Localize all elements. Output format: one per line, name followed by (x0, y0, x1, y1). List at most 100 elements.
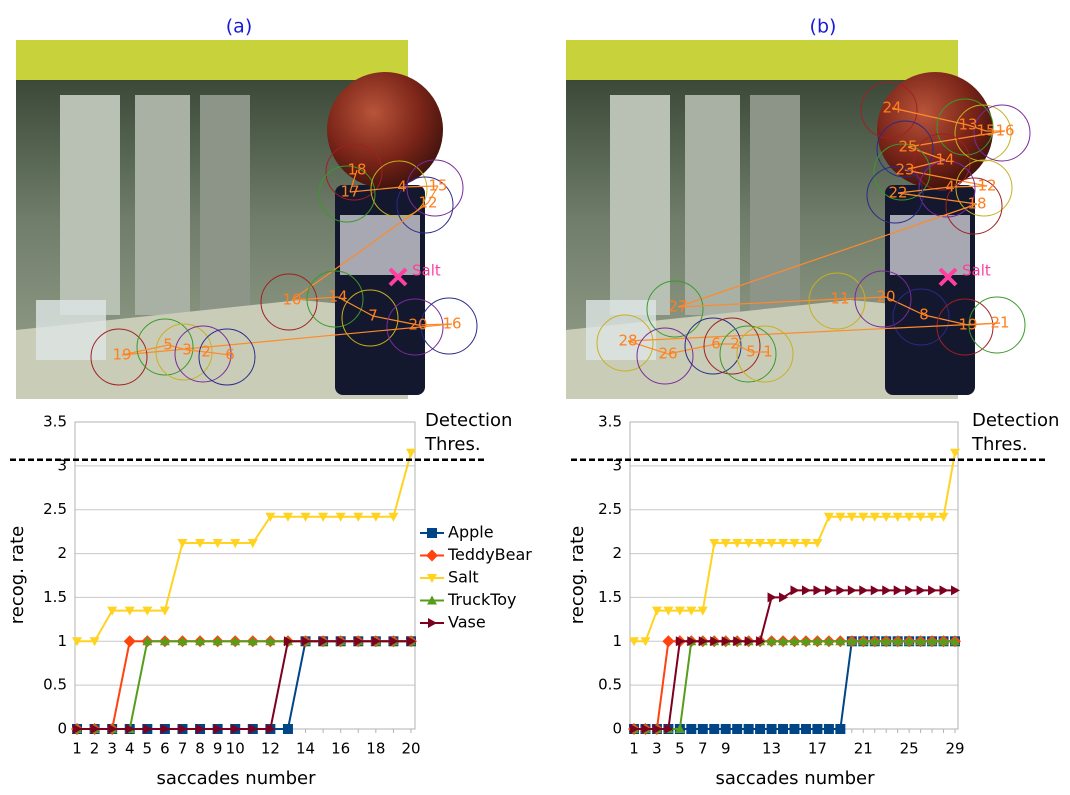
fixation-label: 2 (730, 335, 740, 353)
point (779, 592, 789, 603)
fixation-label: 19 (112, 346, 131, 364)
x-tick-label: 10 (226, 740, 245, 758)
point (698, 636, 708, 647)
point (651, 606, 662, 616)
point (881, 636, 892, 646)
point (177, 636, 188, 646)
saccade-line (897, 192, 978, 205)
point (663, 606, 674, 616)
saccade-line (291, 202, 429, 301)
point (756, 636, 766, 647)
fixation-circle (306, 270, 364, 328)
fixation-label: 10 (282, 291, 301, 309)
point (790, 585, 800, 596)
x-tick-label: 9 (213, 740, 223, 758)
point (835, 724, 846, 734)
series-line (77, 452, 412, 643)
x-tick-label: 5 (675, 740, 685, 758)
point (73, 724, 82, 734)
point (823, 512, 834, 522)
fixation-label: 1 (763, 343, 773, 361)
saccade-line (427, 185, 439, 204)
point (686, 606, 697, 616)
target-label: Salt (962, 262, 991, 280)
point (336, 636, 346, 647)
point (213, 724, 223, 734)
point (778, 539, 789, 549)
point (301, 636, 311, 647)
fixation-circle (386, 298, 444, 356)
threshold-label: Detection (972, 410, 1059, 431)
point (789, 539, 800, 549)
saccade-line (291, 296, 339, 301)
point (640, 637, 651, 647)
point (177, 539, 188, 549)
point (335, 512, 346, 522)
point (90, 724, 100, 734)
point (778, 724, 789, 734)
legend-label: TruckToy (447, 590, 517, 609)
fixation-label: 25 (898, 138, 917, 156)
point (950, 636, 960, 646)
saccade-line (904, 169, 988, 187)
point (300, 512, 311, 522)
fixation-label: 5 (746, 343, 756, 361)
point (353, 512, 364, 522)
x-tick-label: 25 (900, 740, 919, 758)
saccade-line (205, 351, 231, 356)
fixation-circle (325, 143, 383, 201)
saccade-line (121, 344, 169, 356)
point (143, 724, 153, 734)
x-tick-label: 7 (178, 740, 188, 758)
fixation-circle (876, 120, 934, 178)
point (858, 636, 869, 646)
x-axis-label: saccades number (715, 768, 875, 789)
point (196, 724, 206, 734)
point (212, 539, 223, 549)
point (905, 585, 915, 596)
fixation-label: 3 (182, 341, 192, 359)
saccade-line (897, 186, 951, 194)
point (939, 585, 949, 596)
point (630, 724, 639, 734)
x-tick-label: 20 (401, 740, 420, 758)
point (869, 512, 880, 522)
x-tick-label: 9 (721, 740, 731, 758)
saccade-line (627, 340, 669, 355)
y-tick-label: 1 (57, 632, 67, 650)
fixation-circle (684, 317, 742, 375)
fixation-circle (892, 288, 950, 346)
point (710, 636, 720, 647)
point (882, 585, 892, 596)
point (846, 512, 857, 522)
fixation-circle (174, 325, 232, 383)
point (950, 448, 960, 458)
point (160, 724, 170, 734)
point (662, 635, 675, 648)
point (778, 636, 789, 646)
x-tick-label: 4 (125, 740, 135, 758)
fixation-circle (913, 133, 971, 191)
fixation-label: 20 (408, 316, 427, 334)
y-axis-label: recog. rate (7, 526, 28, 624)
legend-marker (427, 574, 437, 583)
y-tick-label: 1 (612, 632, 622, 650)
legend-label: Salt (448, 568, 479, 587)
threshold-label: Detection (425, 410, 512, 431)
legend-label: Vase (448, 613, 486, 632)
point (812, 539, 823, 549)
fixation-circle (596, 314, 654, 372)
point (686, 724, 697, 734)
fixation-label: 16 (442, 315, 461, 333)
saccade-line (907, 130, 1006, 148)
x-tick-label: 3 (652, 740, 662, 758)
y-tick-label: 0 (612, 720, 622, 738)
point (870, 585, 880, 596)
saccade-line (923, 314, 969, 326)
fixation-circle (260, 273, 318, 331)
x-tick-label: 5 (143, 740, 153, 758)
fixation-circle (646, 280, 704, 338)
point (697, 606, 708, 616)
point (858, 512, 869, 522)
